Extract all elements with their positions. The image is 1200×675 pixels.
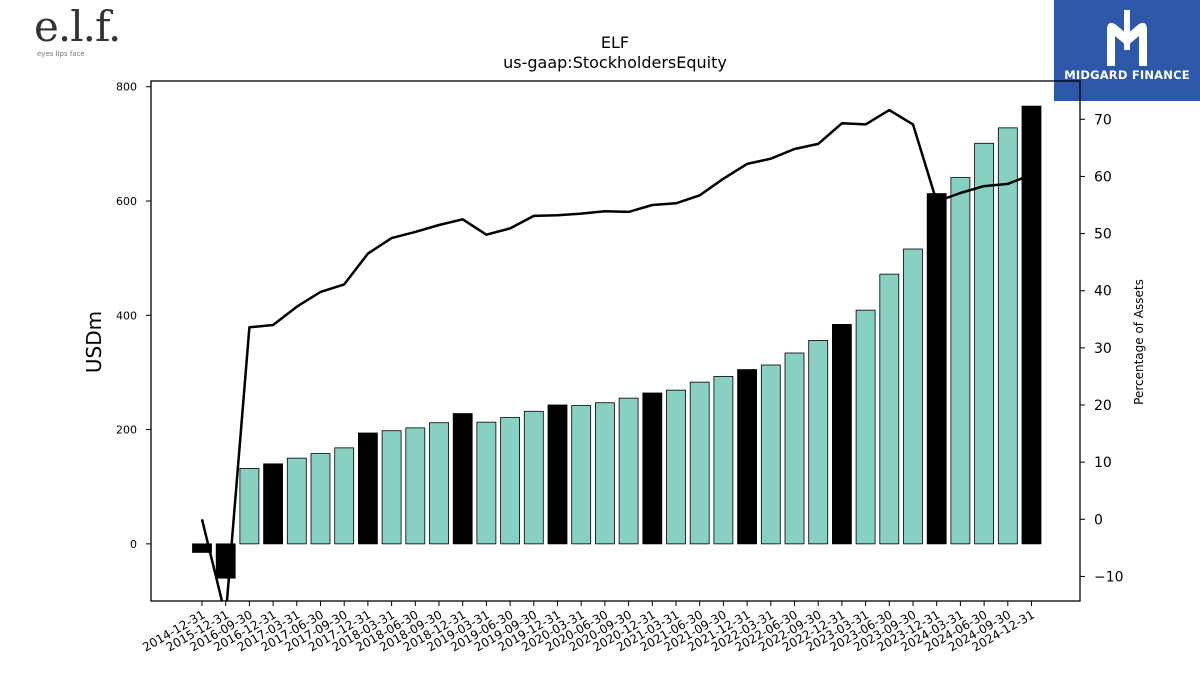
bar xyxy=(547,404,568,545)
bar xyxy=(760,364,781,545)
bar xyxy=(618,397,639,545)
plot-area: 0200400600800−100102030405060702014-12-3… xyxy=(116,81,1124,655)
bar xyxy=(192,543,212,553)
chart-subtitle: us-gaap:StockholdersEquity xyxy=(503,53,727,72)
bar xyxy=(310,453,331,545)
y2-tick-label: 0 xyxy=(1094,512,1103,528)
bar xyxy=(832,324,852,545)
bar xyxy=(855,309,876,545)
bar xyxy=(997,127,1018,545)
y2-tick-label: −10 xyxy=(1094,569,1124,585)
bar xyxy=(1021,105,1042,545)
bar xyxy=(689,381,710,545)
elf-logo: e.l.f. eyes lips face xyxy=(34,2,121,58)
y2-tick-label: 10 xyxy=(1094,455,1112,471)
y2-tick-label: 70 xyxy=(1094,112,1112,128)
midgard-mark-icon xyxy=(1107,10,1147,66)
y2-tick-label: 30 xyxy=(1094,341,1112,357)
bar xyxy=(523,410,544,545)
plot-frame xyxy=(150,80,1081,602)
series-line xyxy=(200,108,1032,601)
logo-tagline: eyes lips face xyxy=(37,50,85,58)
y-tick-label: 0 xyxy=(130,538,137,551)
bar xyxy=(950,177,971,545)
y-tick-label: 800 xyxy=(116,81,137,94)
bar xyxy=(713,376,734,545)
y-tick-label: 200 xyxy=(116,424,137,437)
bar xyxy=(452,413,473,545)
bar xyxy=(903,248,923,545)
bar xyxy=(429,422,449,545)
brand-name: MIDGARD FINANCE xyxy=(1064,68,1190,82)
midgard-finance-logo: MIDGARD FINANCE xyxy=(1054,0,1200,101)
y2-tick-label: 40 xyxy=(1094,284,1112,300)
bar xyxy=(666,389,686,545)
bar xyxy=(500,417,521,545)
bar xyxy=(334,447,355,545)
bar xyxy=(926,193,947,545)
bar xyxy=(405,427,426,545)
bar xyxy=(571,405,592,545)
bar xyxy=(974,142,994,545)
bar xyxy=(476,421,497,545)
chart-title: ELF xyxy=(601,33,629,52)
bar xyxy=(879,273,900,545)
bar xyxy=(642,392,663,545)
y2-tick-label: 20 xyxy=(1094,398,1112,414)
y-tick-label: 400 xyxy=(116,309,137,322)
bar xyxy=(357,432,378,545)
bar xyxy=(239,468,260,545)
bar xyxy=(808,340,829,545)
y-tick-label: 600 xyxy=(116,195,137,208)
bar xyxy=(595,402,615,545)
y2-tick-label: 50 xyxy=(1094,227,1112,243)
bar xyxy=(286,457,307,545)
bar xyxy=(737,369,757,545)
bar xyxy=(381,430,402,545)
bar xyxy=(784,352,805,545)
y2-tick-label: 60 xyxy=(1094,169,1112,185)
bar xyxy=(263,463,284,545)
y2-axis-label: Percentage of Assets xyxy=(1132,279,1146,405)
y-axis-label: USDm xyxy=(82,311,106,373)
